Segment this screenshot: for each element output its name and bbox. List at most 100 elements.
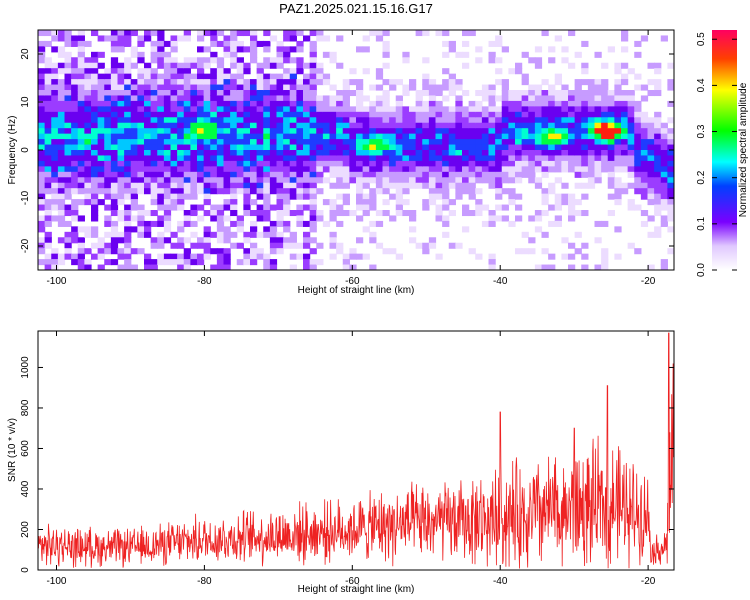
spectrogram-cell	[422, 248, 430, 255]
spectrogram-cell	[71, 188, 79, 195]
spectrogram-cell	[309, 106, 317, 113]
spectrogram-cell	[197, 242, 205, 249]
spectrogram-cell	[561, 100, 569, 107]
spectrogram-cell	[342, 106, 350, 113]
spectrogram-cell	[296, 46, 304, 53]
spectrogram-cell	[409, 106, 417, 113]
spectrogram-cell	[621, 62, 629, 69]
spectrogram-cell	[362, 68, 370, 75]
spectrogram-cell	[515, 128, 523, 135]
spectrogram-cell	[77, 253, 85, 260]
spectrogram-cell	[409, 84, 417, 91]
spectrogram-cell	[402, 122, 410, 129]
spectrogram-cell	[349, 264, 357, 270]
spectrogram-cell	[607, 193, 615, 200]
spectrogram-cell	[501, 79, 509, 86]
spectrogram-cell	[455, 122, 463, 129]
spectrogram-cell	[210, 122, 218, 129]
spectrogram-cell	[647, 199, 655, 206]
spectrogram-cell	[236, 242, 244, 249]
spectrogram-cell	[574, 144, 582, 151]
spectrogram-cell	[137, 111, 145, 118]
spectrogram-cell	[51, 30, 59, 37]
spectrogram-cell	[548, 106, 556, 113]
spectrogram-cell	[303, 84, 311, 91]
spectrogram-cell	[223, 133, 231, 140]
spectrogram-cell	[475, 155, 483, 162]
spectrogram-cell	[190, 171, 198, 178]
spectrogram-cell	[395, 166, 403, 173]
spectrogram-cell	[276, 106, 284, 113]
spectrogram-cell	[627, 155, 635, 162]
spectrogram-cell	[243, 166, 251, 173]
spectrogram-cell	[601, 62, 609, 69]
spectrogram-cell	[534, 95, 543, 102]
spectrogram-cell	[389, 171, 397, 178]
spectrogram-cell	[296, 253, 304, 260]
spectrogram-cell	[283, 220, 291, 227]
spectrogram-cell	[521, 128, 529, 135]
spectrogram-cell	[442, 117, 450, 124]
spectrogram-cell	[130, 122, 138, 129]
spectrogram-cell	[150, 57, 158, 64]
spectrogram-cell	[442, 79, 450, 86]
spectrogram-cell	[124, 171, 132, 178]
spectrogram-cell	[309, 57, 317, 64]
spectrogram-cell	[336, 62, 344, 69]
spectrogram-cell	[362, 199, 370, 206]
spectrogram-cell	[462, 122, 470, 129]
spectrogram-cell	[534, 182, 543, 189]
spectrogram-cell	[548, 188, 556, 195]
spectrogram-cell	[157, 253, 165, 260]
spectrogram-cell	[210, 177, 218, 184]
spectrogram-cell	[77, 106, 85, 113]
spectrogram-cell	[51, 68, 59, 75]
spectrogram-cell	[640, 122, 649, 129]
spectrogram-cell	[554, 35, 562, 42]
spectrogram-cell	[316, 62, 324, 69]
spectrogram-cell	[369, 133, 377, 140]
spectrogram-cell	[422, 144, 430, 151]
spectrogram-cell	[409, 166, 417, 173]
spectrogram-cell	[442, 150, 450, 157]
spectrogram-cell	[57, 237, 66, 244]
spectrogram-cell	[329, 166, 337, 173]
spectrogram-cell	[415, 171, 423, 178]
spectrogram-cell	[157, 100, 165, 107]
spectrogram-cell	[614, 84, 622, 91]
spectrogram-cell	[263, 204, 271, 211]
spectrogram-cell	[144, 73, 152, 80]
spectrogram-cell	[422, 242, 430, 249]
spectrogram-cell	[51, 150, 59, 157]
spectrogram-cell	[170, 62, 178, 69]
spectrogram-cell	[402, 171, 410, 178]
spectrogram-cell	[594, 150, 602, 157]
spectrogram-cell	[150, 171, 158, 178]
spectrogram-cell	[554, 139, 562, 146]
spectrogram-cell	[243, 90, 251, 97]
spectrogram-cell	[283, 30, 291, 37]
spectrogram-cell	[356, 90, 364, 97]
spectrogram-cell	[402, 117, 410, 124]
spectrogram-cell	[581, 150, 589, 157]
spectrogram-cell	[415, 133, 423, 140]
spectrogram-cell	[230, 40, 238, 47]
spectrogram-cell	[455, 242, 463, 249]
spectrogram-cell	[223, 171, 231, 178]
spectrogram-cell	[587, 122, 596, 129]
spectrogram-cell	[51, 199, 59, 206]
spectrogram-cell	[382, 30, 390, 37]
spectrogram-cell	[594, 51, 602, 58]
spectrogram-cell	[435, 188, 443, 195]
spectrogram-cell	[263, 117, 271, 124]
spectrogram-cell	[428, 84, 437, 91]
spectrogram-cell	[236, 144, 244, 151]
spectrogram-cell	[309, 144, 317, 151]
spectrogram-cell	[104, 193, 112, 200]
spectrogram-cell	[137, 35, 145, 42]
spectrogram-cell	[534, 215, 543, 222]
spectrogram-cell	[44, 79, 52, 86]
spectrogram-cell	[130, 117, 138, 124]
spectrogram-cell	[210, 30, 218, 37]
spectrogram-cell	[44, 215, 52, 222]
